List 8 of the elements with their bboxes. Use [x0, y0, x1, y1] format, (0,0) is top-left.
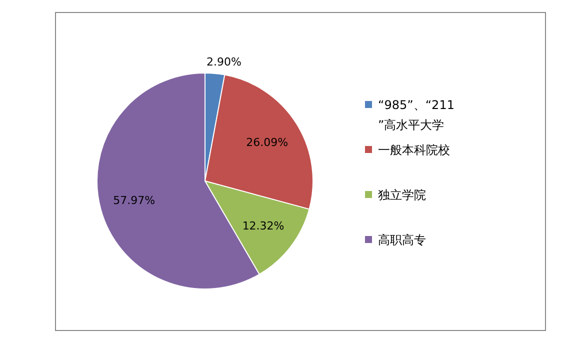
data-label: 57.97% — [113, 194, 156, 208]
legend-label: “985”、“211”高水平大学 — [378, 98, 454, 132]
legend-label: 高职高专 — [378, 233, 426, 247]
legend-label: 独立学院 — [378, 188, 426, 202]
data-label: 12.32% — [242, 220, 284, 233]
data-label: 2.90% — [206, 56, 242, 69]
data-label: 26.09% — [246, 136, 288, 149]
legend-label: 一般本科院校 — [378, 143, 450, 157]
